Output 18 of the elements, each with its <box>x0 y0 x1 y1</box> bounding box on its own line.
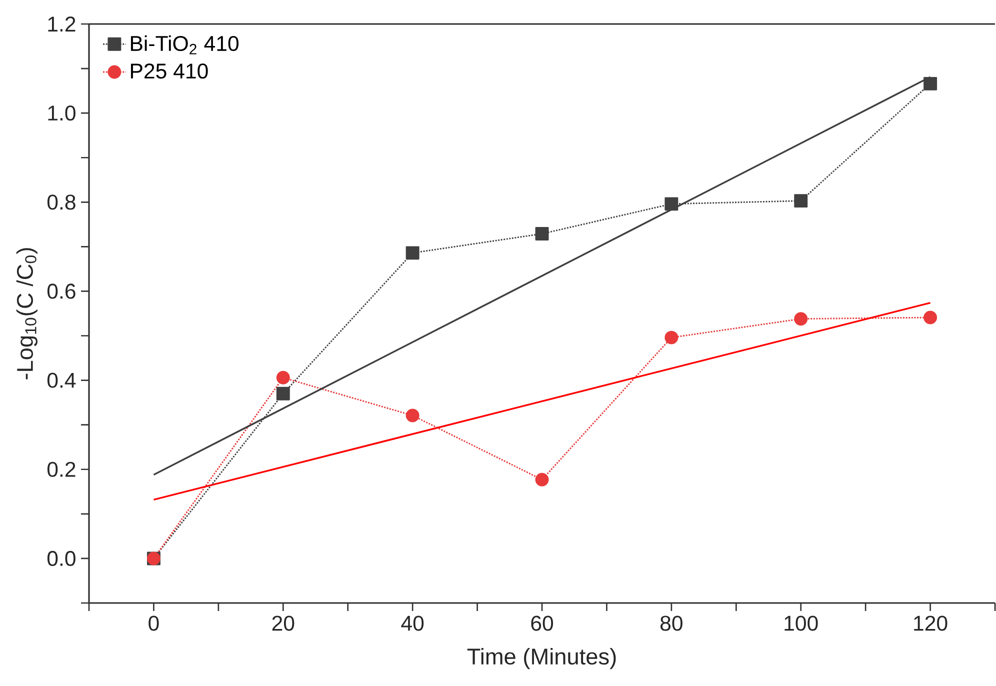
y-tick-label: 0.6 <box>47 284 76 299</box>
x-tick-label: 20 <box>272 616 294 631</box>
legend-label: Bi-TiO$_{2}$ 410 <box>130 35 239 54</box>
y-tick-label: 0.2 <box>47 462 76 477</box>
x-tick-label: 100 <box>784 616 818 631</box>
x-tick-label: 120 <box>914 616 948 631</box>
legend-label: P25 410 <box>130 64 208 79</box>
y-tick-label: 1.0 <box>48 106 76 121</box>
x-tick-label: 0 <box>148 616 159 631</box>
y-tick-label: 0.4 <box>47 372 76 388</box>
x-tick-label: 60 <box>531 616 554 631</box>
y-axis-title: -Log$_{10}$(C /C$_{0}$) <box>16 248 38 380</box>
x-tick-label: 40 <box>401 616 424 631</box>
y-tick-label: 0.8 <box>47 194 76 210</box>
y-tick-label: 1.2 <box>48 16 76 32</box>
y-tick-label: 0.0 <box>47 550 76 566</box>
x-axis-title: Time (Minutes) <box>467 648 616 670</box>
x-tick-label: 80 <box>660 616 682 631</box>
